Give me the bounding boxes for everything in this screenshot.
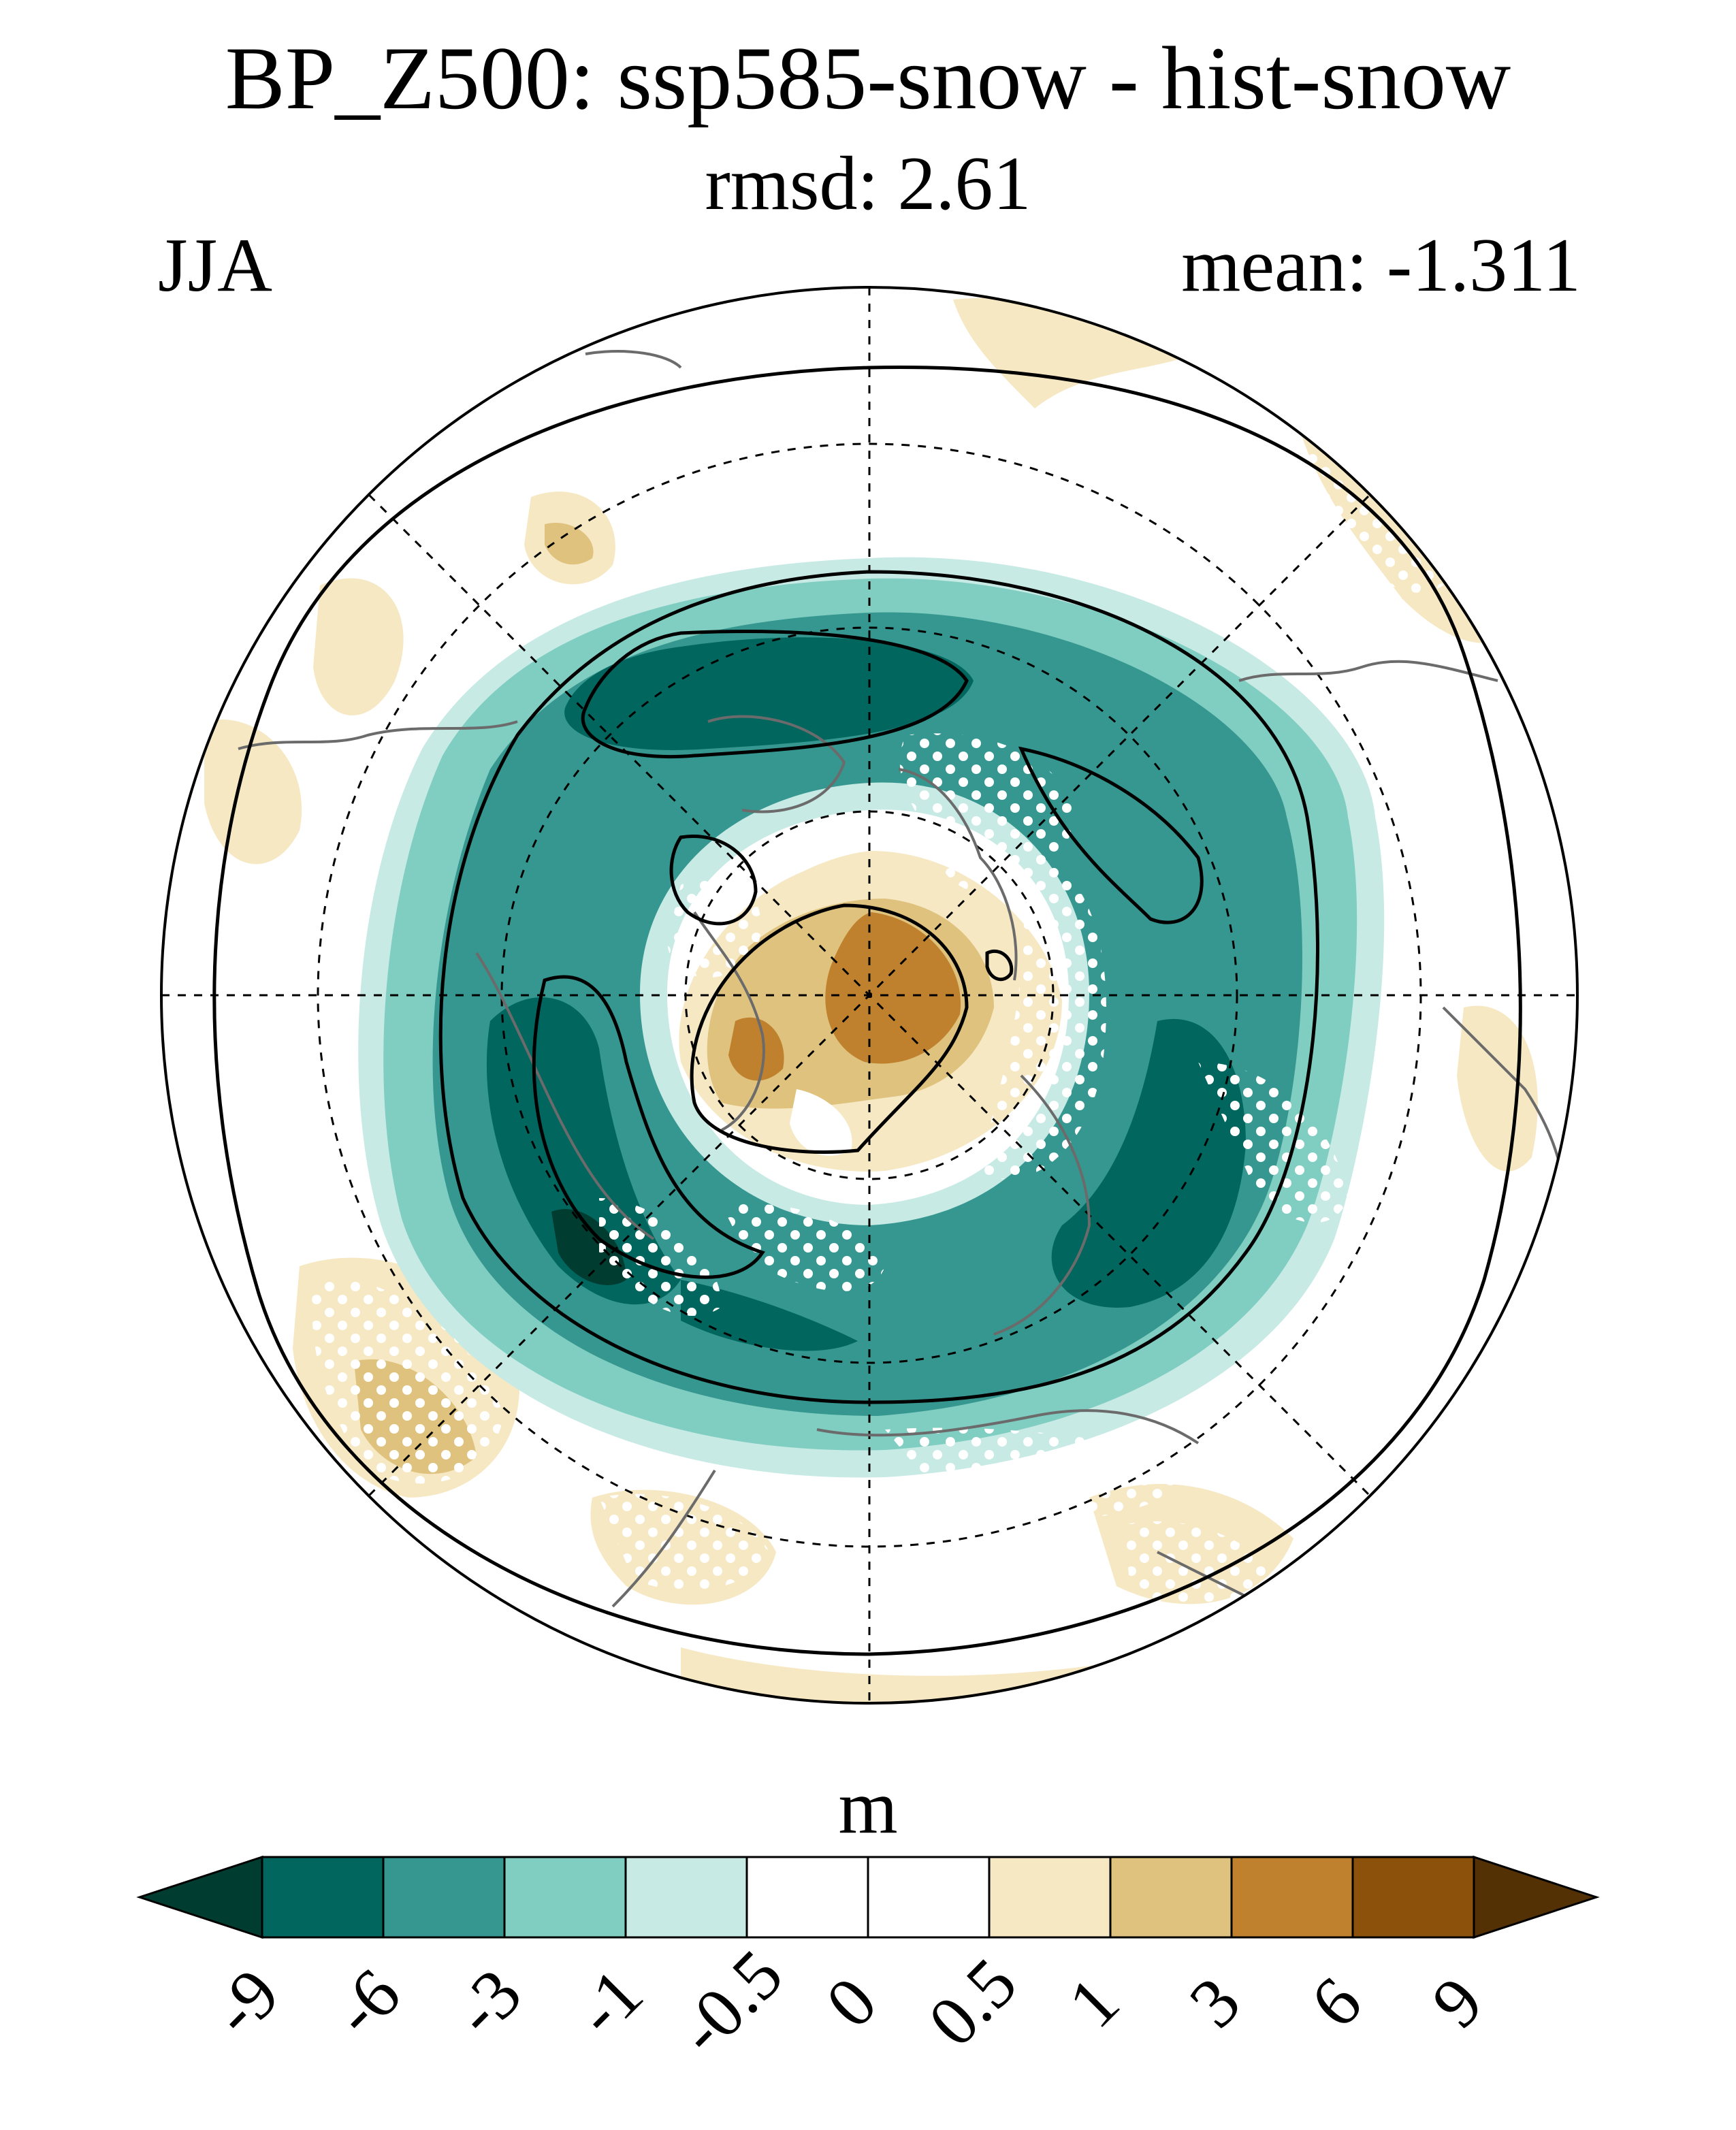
colorbar-box bbox=[745, 1856, 869, 1939]
colorbar-tick-label: 0 bbox=[811, 1963, 892, 2043]
colorbar-tick-label: -3 bbox=[439, 1954, 536, 2051]
contour-lines bbox=[212, 365, 1522, 1656]
central-anomaly bbox=[640, 782, 1089, 1225]
colorbar-box bbox=[867, 1856, 991, 1939]
mean-label: mean: -1.311 bbox=[1181, 223, 1581, 308]
colorbar-tick-label: 9 bbox=[1417, 1963, 1498, 2043]
colorbar-box bbox=[261, 1856, 385, 1939]
colorbar-tick-label: -6 bbox=[318, 1954, 415, 2051]
polar-map bbox=[160, 286, 1579, 1705]
colorbar-tick-label: -0.5 bbox=[663, 1935, 798, 2070]
colorbar-box bbox=[1351, 1856, 1475, 1939]
colorbar-tick-label: 1 bbox=[1054, 1963, 1134, 2043]
rmsd-label: rmsd: 2.61 bbox=[705, 142, 1031, 226]
colorbar-extend-high bbox=[1473, 1855, 1600, 1939]
colorbar-box bbox=[988, 1856, 1112, 1939]
colorbar-tick-label: 0.5 bbox=[914, 1943, 1031, 2061]
colorbar-box bbox=[624, 1856, 748, 1939]
colorbar-box bbox=[1109, 1856, 1233, 1939]
colorbar-tick-label: 3 bbox=[1175, 1963, 1255, 2043]
colorbar-box bbox=[382, 1856, 506, 1939]
season-label: JJA bbox=[158, 223, 273, 308]
significance-stippling bbox=[312, 408, 1443, 1611]
figure-title: BP_Z500: ssp585-snow - hist-snow bbox=[225, 28, 1511, 128]
colorbar-box bbox=[503, 1856, 627, 1939]
map-frame bbox=[160, 286, 1579, 1705]
colorbar-box bbox=[1230, 1856, 1354, 1939]
units-label: m bbox=[838, 1765, 898, 1850]
lat-lon-grid bbox=[161, 287, 1577, 1703]
colorbar-extend-low bbox=[136, 1855, 263, 1939]
colorbar-tick-label: -1 bbox=[560, 1954, 658, 2051]
colorbar-tick-label: 6 bbox=[1296, 1963, 1377, 2043]
colorbar-tick-label: -9 bbox=[197, 1954, 294, 2051]
